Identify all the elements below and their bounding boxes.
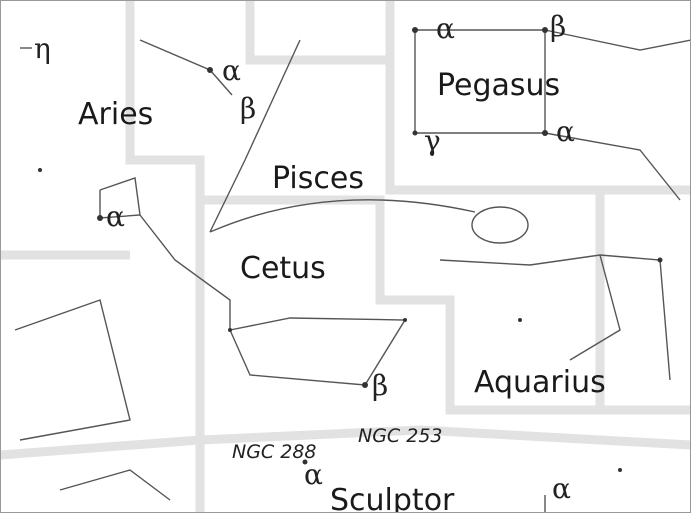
labels: Aries Pegasus Pisces Cetus Aquarius Scul… [34, 10, 606, 513]
object-label: NGC 288 [232, 441, 317, 463]
constellation-label: Sculptor [330, 483, 455, 513]
star-label: α [222, 54, 241, 87]
figure-line [59, 469, 171, 501]
figure-line [209, 199, 476, 233]
object-label: NGC 253 [358, 425, 443, 447]
star-dot [542, 27, 548, 33]
stars-dots [38, 27, 663, 472]
figure-line [14, 299, 131, 441]
figure-line [471, 206, 529, 244]
star-dot [362, 382, 368, 388]
figure-line [229, 317, 407, 386]
constellation-label: Pisces [272, 161, 364, 196]
star-dot [302, 459, 308, 465]
star-dot [207, 67, 213, 73]
star-label: β [372, 369, 388, 402]
star-dot [97, 215, 103, 221]
constellation-label: Aries [78, 97, 153, 132]
star-dot [403, 318, 407, 322]
star-label: β [550, 10, 566, 43]
boundary [125, 0, 205, 513]
figure-line [139, 214, 231, 330]
figure-line [209, 39, 301, 233]
star-dot [518, 318, 522, 322]
star-dot [657, 257, 663, 263]
constellation-label: Cetus [240, 251, 326, 286]
star-dot [618, 468, 622, 472]
star-dot [412, 27, 418, 33]
figure-line [569, 254, 621, 361]
star-label: α [436, 12, 455, 45]
star-dot [412, 130, 418, 136]
figure-line [544, 132, 681, 201]
star-dot [228, 328, 232, 332]
star-dot [542, 130, 548, 136]
star-label: α [304, 458, 323, 491]
star-label: α [552, 472, 571, 505]
constellation-label: Aquarius [474, 365, 606, 400]
star-label: γ [424, 124, 441, 157]
boundary [245, 0, 390, 65]
star-label: α [106, 200, 125, 233]
star-label: β [240, 92, 256, 125]
figure-line [544, 29, 691, 51]
boundary [0, 425, 691, 460]
star-label: α [556, 115, 575, 148]
star-dot [38, 168, 42, 172]
star-label: η [34, 32, 51, 65]
constellation-label: Pegasus [437, 68, 560, 103]
